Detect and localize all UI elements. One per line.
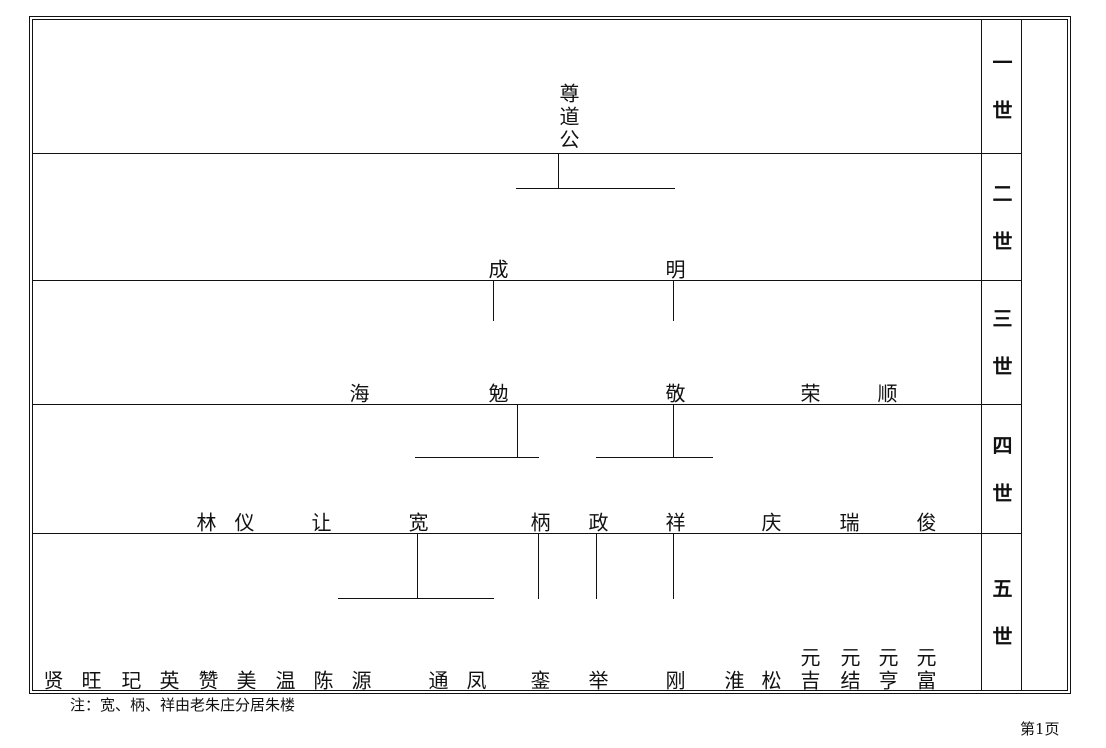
person-name: 海 bbox=[346, 383, 370, 406]
note: 注：宽、柄、祥由老朱庄分居朱楼 bbox=[70, 696, 296, 714]
person-name: 柄 bbox=[527, 512, 551, 535]
person-name: 成 bbox=[485, 259, 509, 282]
generation-label-text: 二世 bbox=[989, 182, 1013, 279]
generation-label: 二世 bbox=[982, 153, 1021, 280]
generation-label: 一世 bbox=[982, 19, 1021, 153]
person-name: 仪 bbox=[231, 512, 255, 535]
person-name: 温 bbox=[272, 670, 296, 693]
person-name: 元富 bbox=[913, 647, 937, 693]
person-name: 荣 bbox=[797, 383, 821, 406]
person-name: 松 bbox=[758, 670, 782, 693]
connectors bbox=[338, 153, 713, 599]
person-name: 元吉 bbox=[797, 647, 821, 693]
person-name: 贤 bbox=[40, 670, 64, 693]
inner-border bbox=[32, 19, 1068, 691]
generation-label-text: 五世 bbox=[989, 578, 1013, 674]
person-name: 尊道公 bbox=[556, 83, 580, 152]
person-name: 明 bbox=[662, 259, 686, 282]
person-name: 俊 bbox=[913, 512, 937, 535]
generation-label: 五世 bbox=[982, 533, 1021, 691]
person-name: 淮 bbox=[721, 670, 745, 693]
person-name: 祥 bbox=[662, 512, 686, 535]
person-name: 政 bbox=[585, 512, 609, 535]
generation-label-text: 四世 bbox=[989, 434, 1013, 531]
generation-label-text: 一世 bbox=[989, 52, 1013, 148]
person-name: 元亨 bbox=[875, 647, 899, 693]
person-name: 瑞 bbox=[836, 512, 860, 535]
person-name: 源 bbox=[348, 670, 372, 693]
outer-border bbox=[29, 16, 1071, 694]
person-name: 勉 bbox=[485, 383, 509, 406]
person-name: 刚 bbox=[662, 670, 686, 693]
person-name: 庆 bbox=[758, 512, 782, 535]
person-name: 玘 bbox=[118, 670, 142, 693]
person-name: 陈 bbox=[310, 670, 334, 693]
person-name: 顺 bbox=[874, 383, 898, 406]
generation-label-text: 三世 bbox=[989, 308, 1013, 404]
page-number: 第1页 bbox=[1020, 720, 1060, 738]
person-name: 凤 bbox=[463, 670, 487, 693]
person-name: 銮 bbox=[527, 670, 551, 693]
person-name: 敬 bbox=[662, 383, 686, 406]
person-name: 元结 bbox=[837, 647, 861, 693]
person-name: 举 bbox=[585, 670, 609, 693]
person-name: 赞 bbox=[195, 670, 219, 693]
person-name: 英 bbox=[156, 670, 180, 693]
person-name: 美 bbox=[233, 670, 257, 693]
generation-label: 四世 bbox=[982, 404, 1021, 533]
person-name: 让 bbox=[308, 512, 332, 535]
person-name: 通 bbox=[425, 670, 449, 693]
generation-label: 三世 bbox=[982, 280, 1021, 404]
person-name: 旺 bbox=[78, 670, 102, 693]
person-name: 宽 bbox=[405, 512, 429, 535]
person-name: 林 bbox=[193, 512, 217, 535]
